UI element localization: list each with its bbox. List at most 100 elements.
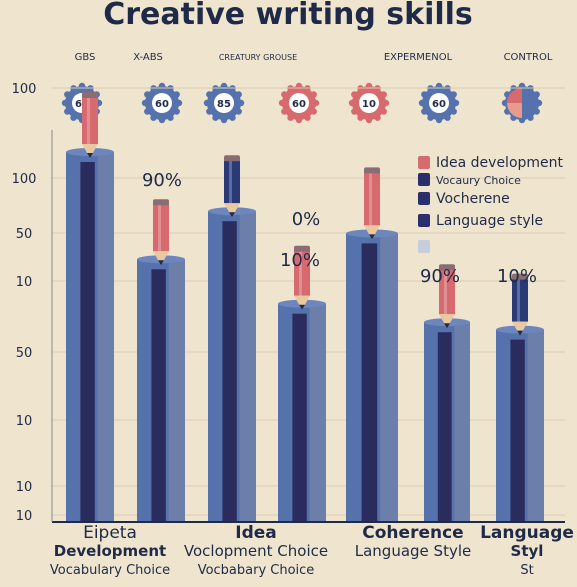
x-tick-label: Vocabulary Choice [50,563,170,578]
y-tick-label: 50 [16,346,33,361]
legend: Idea development Vocaury Choice Vocherene L… [418,155,564,253]
pencil-icon [294,245,310,310]
bar [66,148,114,522]
x-tick-label: Development [54,542,166,560]
pencil-body [224,161,240,204]
bar-shade [309,303,326,522]
bar [496,325,544,522]
badge-label: 85 [217,99,231,110]
bar-stripe [510,339,525,522]
data-label: 90% [142,170,182,191]
badge-label: 60 [155,99,169,110]
chart-title: Creative writing skills [103,0,473,32]
legend-swatch [418,192,430,205]
legend-swatch [418,156,430,169]
badge-label: 60 [432,99,446,110]
gear-center [214,93,234,113]
pencil-lead [517,330,523,336]
y-tick-label: 100 [12,172,37,187]
y-tick-label: 10 [16,509,33,524]
legend-swatch [418,173,430,186]
y-tick-label: 100 [12,82,37,97]
pencil-highlight [87,98,90,144]
pencil-tip [364,225,380,240]
x-tick-label: Coherence [362,523,463,543]
data-label: 90% [420,266,460,287]
legend-label: Vocherene [436,191,510,207]
bar-shade [97,152,114,522]
bar-shade [454,322,470,522]
bar [424,318,470,522]
pencil-highlight [158,205,161,252]
badge-icon: 10 [348,82,390,124]
data-labels: 90% 0% 10% 90% 10% [142,170,537,287]
gear-center [429,93,449,113]
pencil-highlight [444,270,447,315]
badge-icon: 85 [203,82,245,124]
legend-swatch [418,214,430,227]
x-tick-label: Styl [511,542,544,560]
badge-icon [501,82,543,124]
header-label: EXPERMENOL [384,52,453,63]
header-label: X-ABS [133,52,163,63]
bar-stripe [361,243,378,522]
badge-icon: 60 [418,82,460,124]
header-label: CONTROL [504,52,553,63]
bar-shade [380,233,398,522]
legend-label: Vocaury Choice [436,174,521,187]
pencil-body [364,173,380,226]
pencil-tip [294,295,310,310]
y-tick-label: 10 [16,480,33,495]
pencil-icon [224,155,240,218]
legend-swatch [418,240,430,253]
badge-row: 606085601060 [61,82,543,124]
pencil-decorations [82,92,528,336]
badge-label: 60 [292,99,306,110]
header-label: GBS [75,52,96,63]
bar-shade [527,329,544,522]
y-axis-ticks: 100 100 50 10 50 10 10 10 [12,82,37,524]
pencil-body [439,270,455,315]
bar [346,229,398,522]
pencil-highlight [369,173,372,226]
pencil-body [153,205,169,252]
bar [208,207,256,522]
pencil-tip [153,251,169,266]
badge-icon: 60 [278,82,320,124]
bar-stripe [80,162,95,522]
y-tick-label: 10 [16,414,33,429]
bar-stripe [292,313,307,522]
x-tick-label: Language Style [355,542,471,560]
legend-label: Language style [436,213,543,229]
bar-shade [168,259,185,522]
x-tick-label: Idea [235,523,277,543]
x-tick-label: Language [480,523,574,543]
pencil-tip [82,144,98,158]
pencil-lead [444,323,450,329]
badge-label: 10 [362,99,376,110]
pencil-lead [299,304,305,310]
pencil-tip [439,314,455,329]
bar-shade [239,211,256,522]
badge-icon: 60 [141,82,183,124]
header-labels: GBS X-ABS CREATURY GROUSE EXPERMENOL CONTROL [75,52,553,63]
bar-stripe [222,221,237,522]
legend-label: Idea development [436,155,564,171]
pencil-lead [369,234,375,240]
pencil-lead [229,212,235,218]
pencil-highlight [299,251,302,296]
pencil-highlight [517,279,520,322]
y-tick-label: 10 [16,275,33,290]
x-tick-label: St [520,563,533,578]
pie-slice [507,88,522,103]
pencil-body [82,98,98,144]
data-label: 10% [280,250,320,271]
bar [278,299,326,522]
pencil-tip [224,203,240,218]
gear-center [152,93,172,113]
pencil-icon [512,273,528,336]
pencil-body [294,251,310,296]
